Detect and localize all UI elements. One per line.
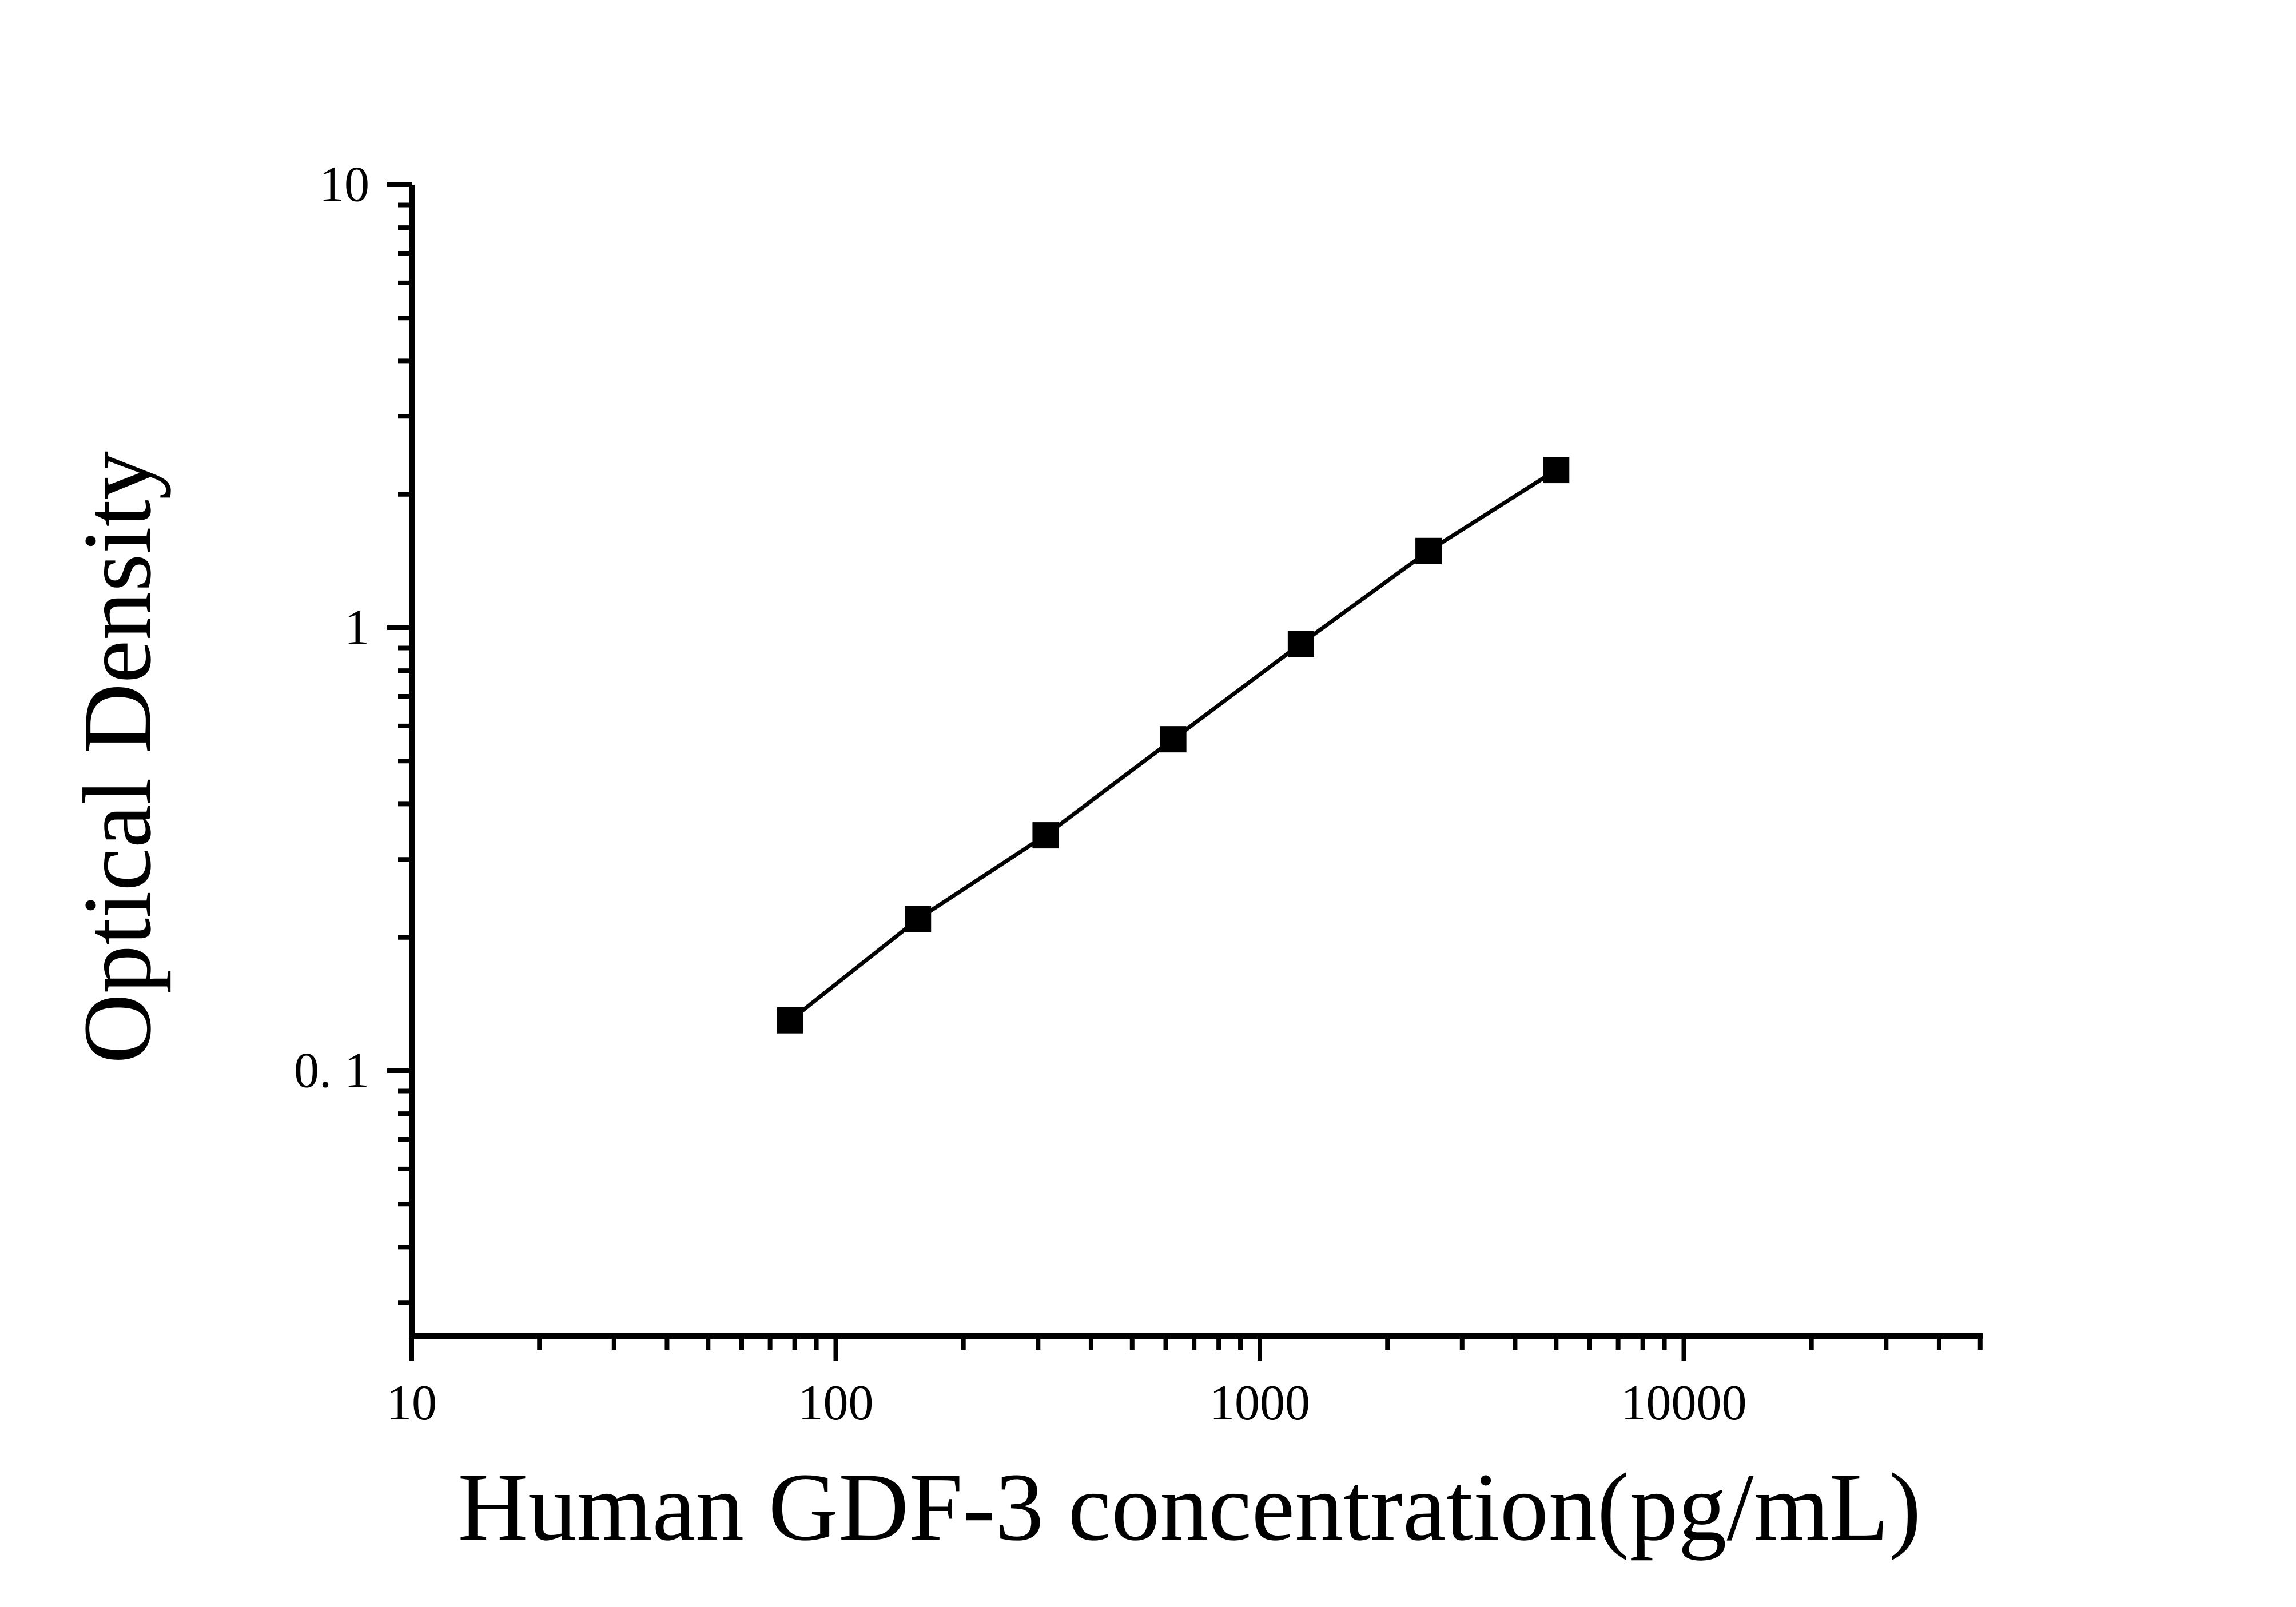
x-tick-label: 100 <box>798 1375 874 1431</box>
x-tick-label: 10000 <box>1621 1375 1747 1431</box>
data-point-marker <box>1543 457 1570 484</box>
data-point-marker <box>1287 631 1314 657</box>
x-axis-title: Human GDF-3 concentration(pg/mL) <box>458 1453 1921 1561</box>
data-point-marker <box>1032 822 1059 849</box>
data-point-marker <box>1160 726 1187 753</box>
y-axis-title: Optical Density <box>63 451 171 1064</box>
x-tick-label: 10 <box>387 1375 437 1431</box>
y-tick-label: 10 <box>319 157 369 213</box>
data-point-marker <box>777 1007 804 1034</box>
data-point-marker <box>1415 537 1442 564</box>
y-tick-label: 1 <box>344 600 369 656</box>
x-tick-label: 1000 <box>1209 1375 1310 1431</box>
data-point-marker <box>905 906 932 932</box>
y-tick-label: 0. 1 <box>294 1043 369 1099</box>
